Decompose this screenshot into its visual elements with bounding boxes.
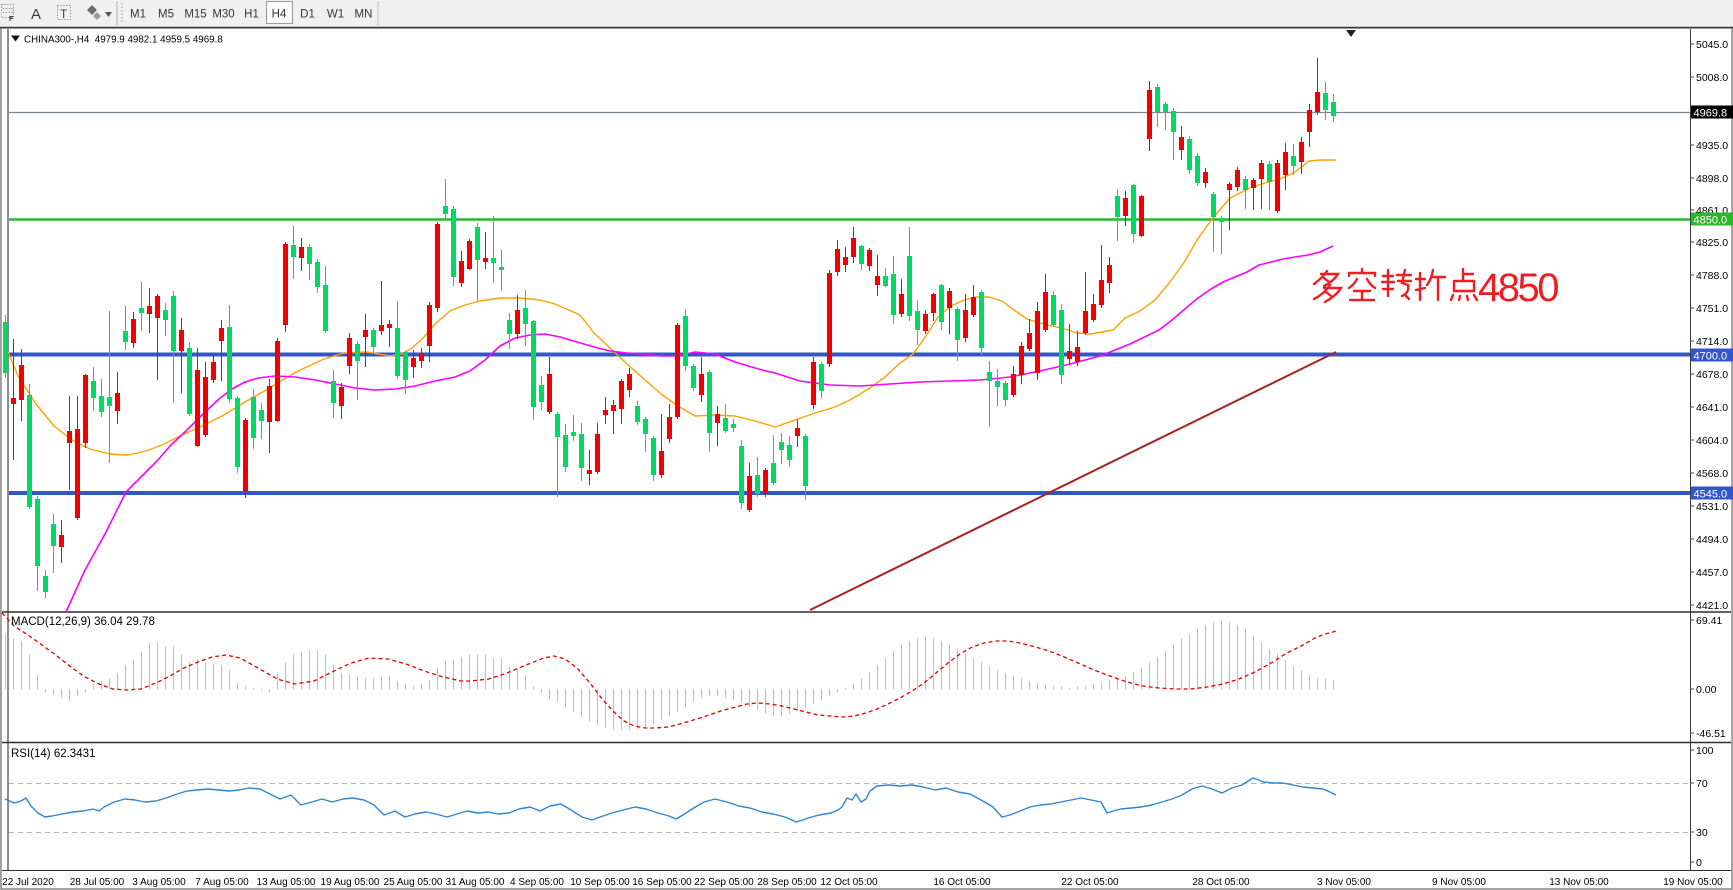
svg-text:H4: H4 (272, 9, 287, 21)
svg-text:4850: 4850 (1478, 266, 1558, 310)
svg-text:9 Nov 05:00: 9 Nov 05:00 (1432, 877, 1486, 888)
svg-text:M1: M1 (130, 9, 146, 21)
svg-text:28 Sep 05:00: 28 Sep 05:00 (757, 877, 817, 888)
svg-text:100: 100 (1696, 745, 1714, 757)
svg-text:12 Oct 05:00: 12 Oct 05:00 (820, 877, 878, 888)
svg-text:4641.0: 4641.0 (1696, 402, 1728, 414)
svg-text:16 Sep 05:00: 16 Sep 05:00 (632, 877, 692, 888)
svg-text:4898.0: 4898.0 (1696, 173, 1728, 185)
svg-text:5045.0: 5045.0 (1696, 39, 1728, 51)
svg-text:0: 0 (1696, 857, 1702, 869)
svg-text:19 Aug 05:00: 19 Aug 05:00 (321, 877, 380, 888)
svg-text:M5: M5 (158, 9, 174, 21)
svg-text:4678.0: 4678.0 (1696, 369, 1728, 381)
svg-text:10 Sep 05:00: 10 Sep 05:00 (570, 877, 630, 888)
svg-text:4531.0: 4531.0 (1696, 501, 1728, 513)
svg-text:F: F (9, 14, 14, 23)
svg-text:70: 70 (1696, 778, 1708, 790)
svg-text:22 Jul 2020: 22 Jul 2020 (2, 877, 54, 888)
svg-text:-46.51: -46.51 (1696, 728, 1726, 740)
svg-text:13 Nov 05:00: 13 Nov 05:00 (1549, 877, 1609, 888)
svg-text:4 Sep 05:00: 4 Sep 05:00 (510, 877, 564, 888)
svg-text:5008.0: 5008.0 (1696, 72, 1728, 84)
svg-text:4494.0: 4494.0 (1696, 534, 1728, 546)
svg-text:W1: W1 (327, 9, 344, 21)
svg-text:4421.0: 4421.0 (1696, 600, 1728, 612)
svg-text:4751.0: 4751.0 (1696, 303, 1728, 315)
svg-text:13 Aug 05:00: 13 Aug 05:00 (257, 877, 316, 888)
svg-text:4457.0: 4457.0 (1696, 567, 1728, 579)
svg-text:16 Oct 05:00: 16 Oct 05:00 (933, 877, 991, 888)
svg-text:3 Nov 05:00: 3 Nov 05:00 (1317, 877, 1371, 888)
svg-text:4568.0: 4568.0 (1696, 468, 1728, 480)
svg-text:MACD(12,26,9) 36.04 29.78: MACD(12,26,9) 36.04 29.78 (11, 616, 155, 628)
svg-text:4850.0: 4850.0 (1694, 215, 1728, 227)
svg-text:4935.0: 4935.0 (1696, 140, 1728, 152)
svg-text:69.41: 69.41 (1696, 615, 1722, 627)
svg-text:31 Aug 05:00: 31 Aug 05:00 (446, 877, 505, 888)
svg-text:MN: MN (355, 9, 373, 21)
svg-text:28 Oct 05:00: 28 Oct 05:00 (1192, 877, 1250, 888)
svg-text:CHINA300-,H4 4979.9 4982.1 49: CHINA300-,H4 4979.9 4982.1 4959.5 4969.8 (24, 35, 223, 46)
svg-text:RSI(14) 62.3431: RSI(14) 62.3431 (11, 748, 95, 760)
svg-text:4604.0: 4604.0 (1696, 435, 1728, 447)
svg-text:M15: M15 (184, 9, 206, 21)
svg-text:30: 30 (1696, 827, 1708, 839)
svg-text:T: T (60, 7, 68, 21)
svg-text:25 Aug 05:00: 25 Aug 05:00 (384, 877, 443, 888)
svg-text:H1: H1 (244, 9, 259, 21)
svg-text:M30: M30 (212, 9, 234, 21)
svg-text:22 Sep 05:00: 22 Sep 05:00 (694, 877, 754, 888)
svg-text:28 Jul 05:00: 28 Jul 05:00 (70, 877, 125, 888)
svg-text:4700.0: 4700.0 (1694, 351, 1728, 363)
svg-text:4788.0: 4788.0 (1696, 270, 1728, 282)
svg-text:4969.8: 4969.8 (1694, 108, 1728, 120)
svg-text:4825.0: 4825.0 (1696, 237, 1728, 249)
svg-text:D1: D1 (300, 9, 315, 21)
svg-text:A: A (31, 6, 41, 23)
svg-text:4714.0: 4714.0 (1696, 336, 1728, 348)
svg-text:3 Aug 05:00: 3 Aug 05:00 (132, 877, 186, 888)
svg-text:7 Aug 05:00: 7 Aug 05:00 (195, 877, 249, 888)
svg-text:19 Nov 05:00: 19 Nov 05:00 (1663, 877, 1723, 888)
svg-text:0.00: 0.00 (1696, 684, 1717, 696)
svg-text:22 Oct 05:00: 22 Oct 05:00 (1061, 877, 1119, 888)
svg-text:4545.0: 4545.0 (1694, 489, 1728, 501)
